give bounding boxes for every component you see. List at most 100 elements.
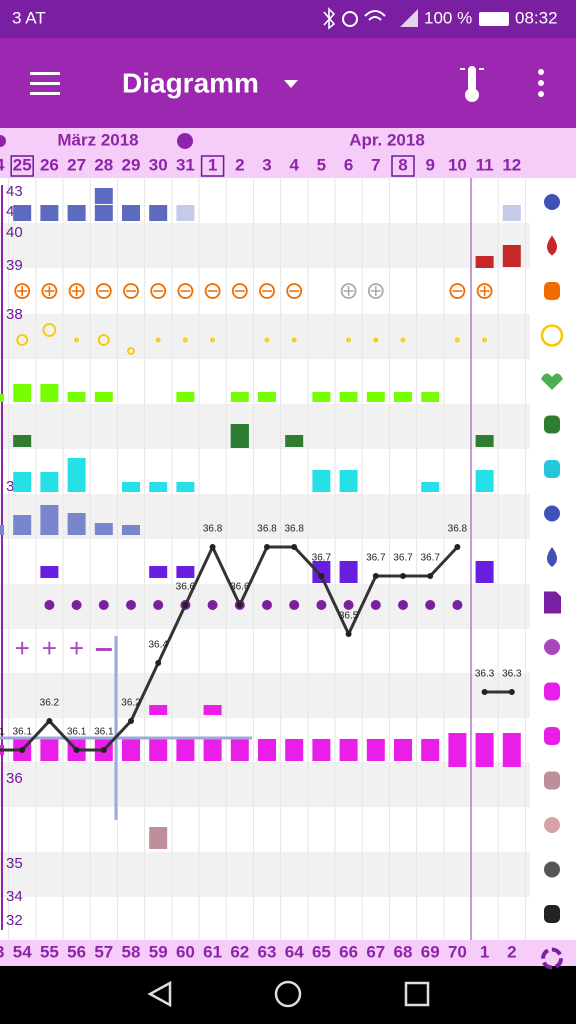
back-button[interactable] — [147, 980, 172, 1008]
symptom-mark — [0, 394, 4, 402]
symptom-mark — [475, 470, 494, 492]
cycle-day-label: 56 — [67, 942, 86, 961]
temperature-label: 36.1 — [67, 727, 87, 738]
row-icon — [544, 505, 560, 522]
day-label: 12 — [502, 155, 521, 174]
symptom-mark — [475, 561, 494, 583]
ovulation-dot — [289, 600, 300, 610]
temperature-point — [209, 544, 216, 550]
mucus-mark — [231, 283, 248, 299]
cycle-day-label: 68 — [394, 942, 413, 961]
home-button[interactable] — [274, 980, 302, 1008]
row-band — [0, 762, 530, 807]
mucus-mark — [14, 283, 31, 299]
temperature-label: 36.8 — [203, 524, 223, 535]
cervix-mark — [346, 337, 352, 343]
mucus-mark — [259, 283, 275, 299]
cycle-day-label: 64 — [285, 942, 304, 961]
overflow-menu[interactable] — [538, 69, 544, 97]
cervix-mark — [210, 337, 216, 343]
mucus-mark — [476, 283, 493, 299]
temperature-point — [264, 544, 270, 550]
symptom-mark — [366, 392, 385, 402]
day-label: 25 — [13, 155, 32, 174]
temperature-label: 36.8 — [257, 524, 277, 535]
symptom-mark — [475, 256, 494, 268]
thermometer-button[interactable] — [460, 66, 484, 102]
recents-button[interactable] — [404, 981, 430, 1007]
row-icon — [544, 905, 560, 923]
ovulation-dot — [398, 600, 408, 610]
symptom-mark — [67, 513, 86, 535]
temperature-label: 36.2 — [40, 698, 60, 709]
cycle-day-label: 2 — [507, 942, 516, 961]
row-band — [0, 404, 530, 449]
ovulation-dot — [262, 600, 272, 610]
symptom-mark — [203, 739, 222, 761]
scale-label: 38 — [6, 306, 23, 323]
temperature-label: 36.7 — [420, 553, 440, 564]
symptom-mark — [67, 205, 86, 221]
cervix-mark — [373, 337, 379, 343]
cervix-mark — [264, 337, 270, 343]
row-icon — [544, 861, 560, 878]
scale-label: 35 — [6, 855, 23, 872]
cycle-day-label: 67 — [366, 942, 385, 961]
clock: 08:32 — [515, 8, 558, 27]
temperature-label: 36.7 — [366, 553, 386, 564]
temperature-point — [400, 573, 406, 579]
symptom-mark — [67, 392, 86, 402]
row-band — [0, 852, 530, 897]
cervix-mark — [454, 337, 460, 343]
ovulation-dot — [126, 600, 136, 610]
temperature-point — [236, 602, 243, 608]
temperature-label: 36.1 — [12, 727, 32, 738]
cycle-day-label: 1 — [480, 942, 489, 961]
symptom-mark — [149, 827, 168, 849]
temperature-point — [100, 747, 107, 753]
ovulation-dot — [316, 600, 327, 610]
cycle-day-label: 61 — [203, 942, 222, 961]
temperature-label: 36.7 — [393, 553, 413, 564]
symptom-mark — [13, 435, 32, 447]
mucus-mark — [286, 283, 303, 299]
symptom-mark — [122, 205, 140, 221]
temperature-label: 36.8 — [448, 524, 468, 535]
app-title[interactable]: Diagramm — [122, 67, 259, 98]
row-icon — [544, 727, 560, 745]
row-band — [0, 223, 530, 268]
symptom-mark — [448, 733, 467, 767]
symptom-mark — [339, 392, 358, 402]
temperature-label: 36.1 — [94, 727, 114, 738]
menu-button[interactable] — [30, 72, 60, 95]
day-label: 5 — [317, 155, 326, 174]
row-band — [0, 673, 530, 718]
mucus-mark — [41, 283, 58, 299]
temperature-point — [291, 544, 298, 550]
day-label: 7 — [371, 155, 380, 174]
symptom-mark — [421, 392, 440, 402]
temperature-label: 36.3 — [475, 669, 495, 680]
dropdown-arrow[interactable] — [284, 80, 298, 88]
cycle-day-label: 60 — [176, 942, 195, 961]
cervix-mark — [182, 337, 188, 343]
symptom-mark — [40, 384, 59, 402]
symptom-mark — [176, 205, 195, 221]
ovulation-dot — [98, 600, 109, 610]
cervix-mark — [400, 337, 406, 343]
symptom-mark — [40, 472, 59, 492]
symptom-mark — [258, 392, 276, 402]
alarm-icon — [342, 11, 358, 27]
row-band — [0, 494, 530, 539]
symptom-mark — [13, 472, 32, 492]
ovulation-dot — [425, 600, 436, 610]
symptom-mark — [176, 739, 195, 761]
scale-label: 34 — [6, 888, 23, 905]
symptom-mark — [67, 458, 86, 492]
row-icon — [544, 282, 560, 300]
temperature-point — [155, 660, 162, 666]
mucus-mark — [95, 283, 112, 299]
cycle-day-row — [0, 940, 576, 966]
scale-label: 40 — [6, 224, 23, 241]
wifi-icon — [364, 10, 386, 21]
